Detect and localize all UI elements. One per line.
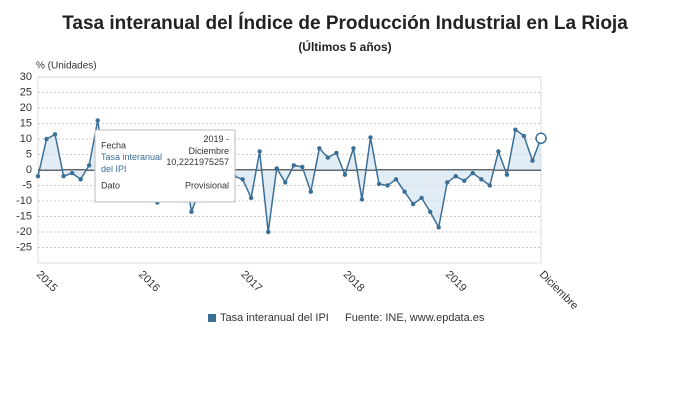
point — [274, 166, 279, 171]
tooltip-value: 2019 -Diciembre — [188, 134, 229, 156]
point — [283, 180, 288, 185]
tooltip-box — [94, 129, 236, 203]
y-tick-label: 10 — [20, 133, 32, 145]
y-tick-label: 30 — [20, 71, 32, 83]
point — [265, 229, 271, 235]
tooltip-key: Tasa interanual del IPI — [101, 152, 162, 174]
point — [513, 127, 518, 132]
legend-label: Tasa interanual del IPI — [220, 312, 329, 324]
x-tick-label: Diciembre — [537, 269, 580, 312]
point — [410, 201, 416, 207]
point — [61, 174, 66, 179]
y-tick-label: 0 — [26, 164, 32, 176]
chart-subtitle: (Últimos 5 años) — [298, 39, 391, 54]
point — [257, 149, 262, 154]
point — [300, 164, 305, 170]
point — [95, 118, 100, 123]
point — [334, 150, 339, 156]
x-tick-label: 2019 — [443, 269, 469, 295]
tooltip-key: Dato — [101, 180, 120, 190]
point — [78, 177, 83, 182]
source: Fuente: INE, www.epdata.es — [345, 312, 485, 324]
point — [52, 132, 58, 137]
point — [419, 195, 424, 201]
point — [427, 209, 433, 215]
tooltip-key: Fecha — [101, 140, 126, 150]
point — [402, 189, 407, 194]
point — [342, 172, 348, 177]
point — [453, 174, 458, 179]
y-tick-label: 25 — [20, 86, 32, 98]
point — [470, 170, 475, 176]
point — [308, 189, 314, 194]
point — [504, 172, 510, 177]
point — [240, 177, 245, 182]
tooltip-value: Provisional — [185, 180, 229, 190]
point — [69, 170, 75, 176]
tooltip-value: 10,2221975257 — [166, 157, 229, 167]
point — [535, 132, 547, 145]
y-tick-label: -5 — [22, 179, 32, 191]
y-tick-label: -10 — [16, 195, 32, 207]
x-tick-label: 2017 — [238, 269, 264, 295]
legend-swatch — [208, 314, 216, 322]
y-tick-label: -20 — [16, 226, 32, 238]
y-tick-label: -25 — [16, 241, 32, 253]
y-tick-label: 15 — [20, 117, 32, 129]
x-tick-label: 2018 — [341, 269, 367, 295]
point — [479, 177, 484, 182]
point — [487, 183, 493, 188]
x-tick-label: 2016 — [136, 269, 162, 295]
point — [436, 225, 441, 230]
point — [44, 136, 49, 142]
point — [86, 163, 92, 168]
point — [445, 180, 450, 185]
tooltip: Fecha 2019 -Diciembre Tasa interanual del I… — [94, 129, 236, 203]
y-axis-label: % (Unidades) — [36, 61, 97, 72]
point — [521, 133, 527, 139]
point — [462, 178, 467, 184]
point — [35, 174, 41, 179]
point — [376, 181, 382, 187]
point — [393, 177, 399, 182]
point — [368, 135, 373, 140]
x-tick-label: 2015 — [34, 269, 60, 295]
point — [351, 146, 356, 151]
point — [189, 209, 194, 215]
point — [385, 183, 390, 188]
point — [248, 195, 254, 201]
point — [530, 158, 535, 163]
point — [291, 163, 296, 168]
point — [496, 149, 501, 154]
point — [359, 197, 365, 202]
y-tick-label: -15 — [16, 210, 32, 222]
point — [325, 155, 331, 160]
point — [317, 146, 322, 151]
y-tick-label: 5 — [26, 148, 32, 160]
y-tick-label: 20 — [20, 102, 32, 114]
chart-title: Tasa interanual del Índice de Producción… — [62, 12, 628, 34]
